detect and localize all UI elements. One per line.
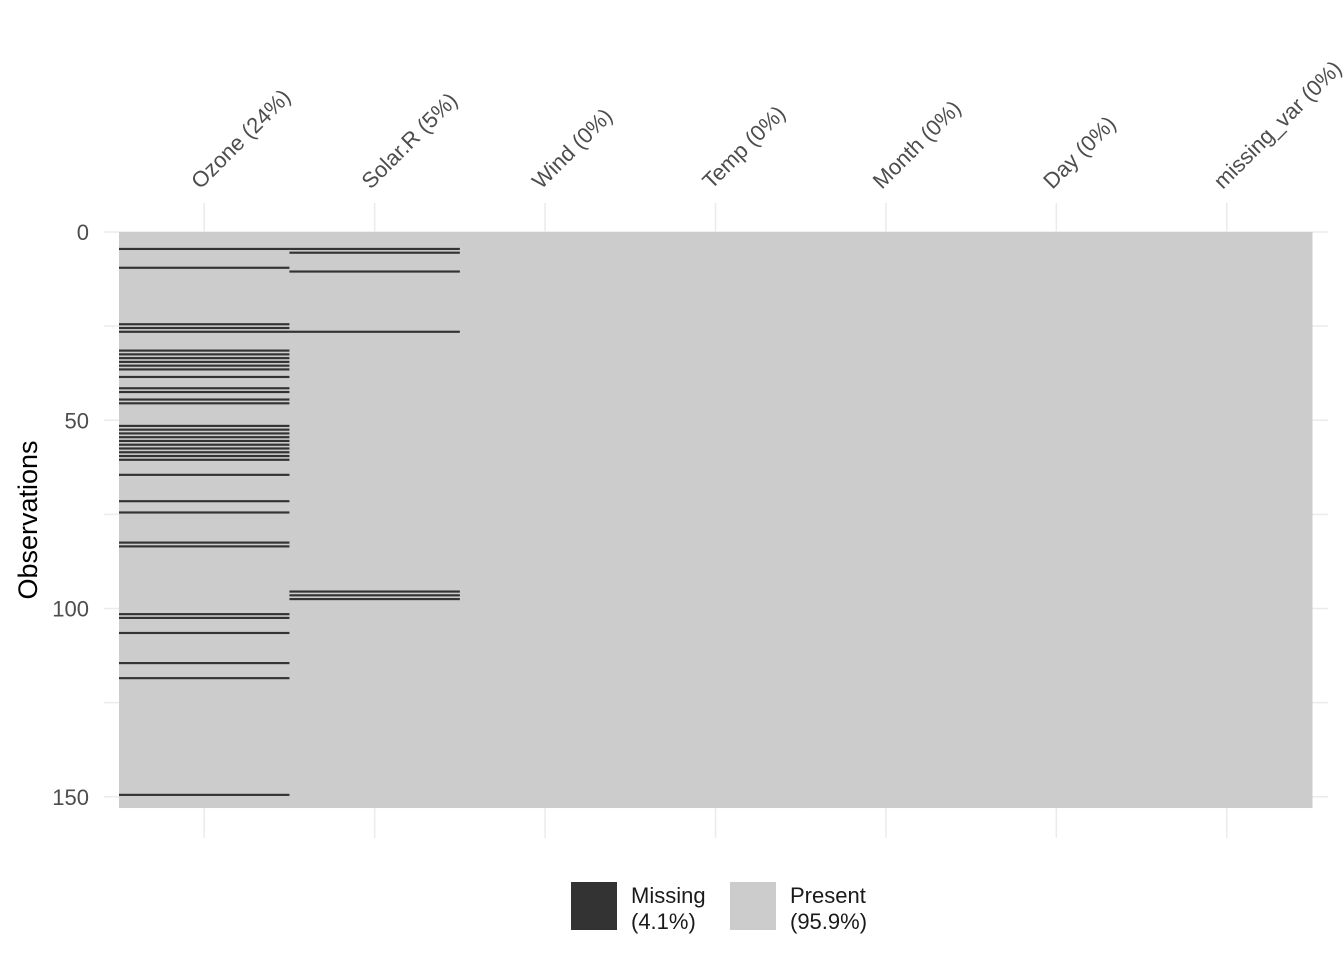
heatmap-tiles	[119, 232, 1313, 809]
present-tile	[119, 232, 290, 809]
present-tile	[459, 232, 631, 809]
missing-tile	[119, 458, 290, 461]
missing-tile	[119, 613, 290, 616]
x-tick-label: Solar.R (5%)	[357, 88, 463, 194]
missing-tile	[119, 398, 290, 401]
present-tile	[971, 232, 1143, 809]
missing-tile	[119, 323, 290, 326]
present-tile	[800, 232, 972, 809]
missing-tile	[119, 357, 290, 360]
y-tick-label: 50	[65, 408, 89, 433]
x-tick-label: Temp (0%)	[697, 101, 790, 194]
missing-tile	[119, 677, 290, 680]
legend-label-missing: Missing	[631, 883, 706, 908]
x-tick-label: Wind (0%)	[527, 103, 617, 193]
missing-tile	[289, 594, 460, 597]
missing-tile	[119, 447, 290, 450]
y-tick-label: 100	[52, 597, 89, 622]
missing-tile	[119, 326, 290, 330]
x-tick-labels: Ozone (24%) Solar.R (5%) Wind (0%) Temp (0%…	[186, 56, 1344, 194]
missing-tile	[119, 428, 290, 431]
missing-tile	[289, 590, 460, 593]
legend-label-present: Present	[790, 883, 866, 908]
missing-tile	[119, 432, 290, 435]
missing-tile	[119, 454, 290, 458]
missing-tile	[119, 541, 290, 544]
missing-tile	[289, 247, 460, 251]
missing-tile	[289, 598, 460, 601]
legend-key-missing	[571, 882, 617, 930]
missing-tile	[119, 364, 290, 367]
missing-tile	[119, 439, 290, 443]
present-tile	[630, 232, 802, 809]
missing-tile	[119, 631, 290, 635]
x-tick-label: Day (0%)	[1038, 111, 1121, 194]
y-axis-title: Observations	[13, 440, 43, 599]
missing-tile	[119, 330, 290, 333]
missing-tile	[289, 270, 460, 273]
legend-percent-missing: (4.1%)	[631, 909, 696, 934]
legend-percent-present: (95.9%)	[790, 909, 867, 934]
missing-tile	[119, 387, 290, 390]
missing-tile	[119, 247, 290, 251]
missing-tile	[119, 443, 290, 446]
legend: Missing(4.1%) Present(95.9%)	[571, 882, 867, 934]
missing-tile	[119, 616, 290, 619]
missing-tile	[119, 451, 290, 454]
missing-tile	[119, 375, 290, 379]
missing-tile	[289, 330, 460, 333]
x-tick-label: Ozone (24%)	[186, 84, 295, 193]
missing-tile	[119, 436, 290, 439]
missing-tile	[119, 500, 290, 503]
x-tick-label: Month (0%)	[868, 95, 966, 193]
missing-tile	[119, 390, 290, 394]
missing-tile	[119, 368, 290, 371]
present-tile	[289, 232, 461, 809]
missing-tile	[119, 353, 290, 356]
missing-tile	[119, 511, 290, 514]
missing-tile	[119, 545, 290, 548]
missing-tile	[289, 251, 460, 254]
missing-tile	[119, 662, 290, 665]
missing-tile	[119, 424, 290, 427]
missing-tile	[119, 266, 290, 269]
y-tick-label: 150	[52, 785, 89, 810]
missing-tile	[119, 793, 290, 796]
y-tick-labels: 0 50 100 150	[52, 220, 89, 810]
missing-tile	[119, 402, 290, 405]
present-tile	[1141, 232, 1313, 809]
x-tick-label: missing_var (0%)	[1209, 56, 1344, 194]
missing-tile	[119, 360, 290, 363]
missing-tile	[119, 473, 290, 476]
legend-key-present	[730, 882, 776, 930]
missing-tile	[119, 349, 290, 352]
y-tick-label: 0	[77, 220, 89, 245]
